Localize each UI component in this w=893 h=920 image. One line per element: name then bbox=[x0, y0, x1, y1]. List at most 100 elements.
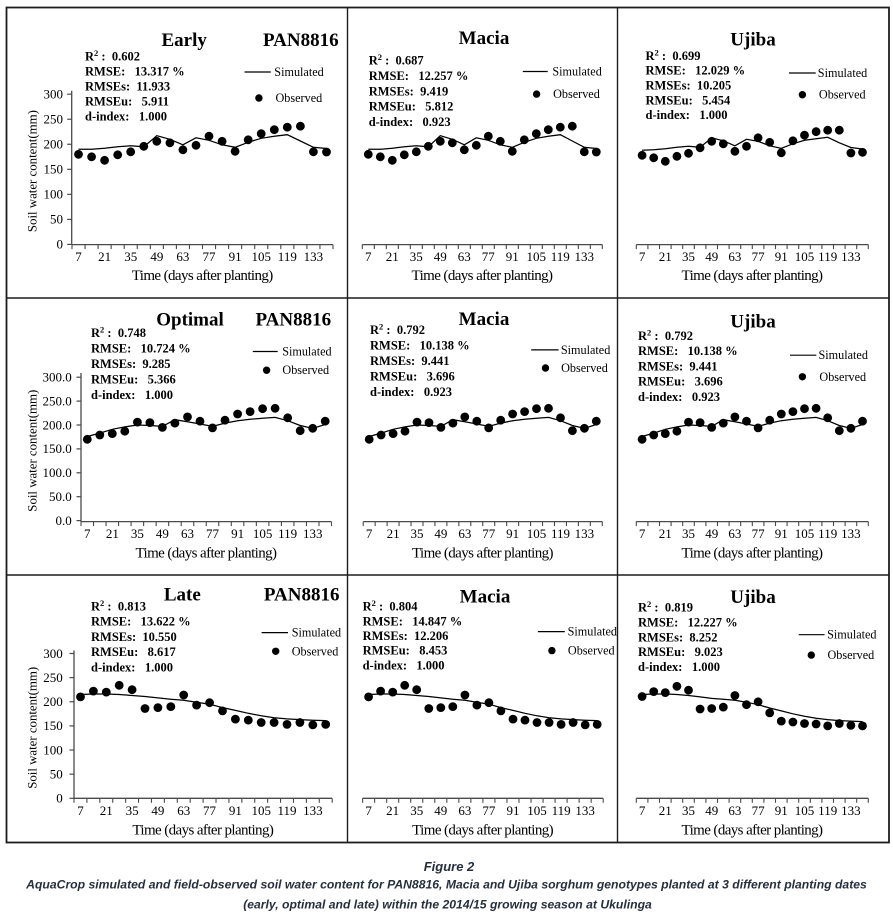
svg-text:119: 119 bbox=[818, 526, 837, 541]
svg-text:105: 105 bbox=[795, 526, 815, 541]
svg-text:35: 35 bbox=[682, 803, 695, 818]
svg-text:133: 133 bbox=[303, 526, 323, 541]
svg-text:Simulated: Simulated bbox=[561, 343, 610, 357]
svg-text:7: 7 bbox=[365, 803, 372, 818]
svg-text:Simulated: Simulated bbox=[292, 626, 341, 640]
svg-text:Simulated: Simulated bbox=[568, 625, 617, 639]
svg-text:250.0: 250.0 bbox=[42, 393, 71, 408]
svg-text:91: 91 bbox=[775, 526, 788, 541]
svg-text:d-index: 1.000: d-index: 1.000 bbox=[646, 108, 728, 122]
svg-text:21: 21 bbox=[659, 249, 672, 264]
svg-text:21: 21 bbox=[386, 803, 399, 818]
svg-text:Time (days after planting): Time (days after planting) bbox=[682, 545, 824, 561]
svg-text:63: 63 bbox=[181, 526, 194, 541]
svg-text:R2 : 0.804: R2 : 0.804 bbox=[363, 598, 419, 614]
svg-text:Soil water content(mm): Soil water content(mm) bbox=[25, 390, 39, 512]
svg-text:21: 21 bbox=[106, 526, 119, 541]
svg-text:7: 7 bbox=[639, 526, 646, 541]
svg-text:0: 0 bbox=[56, 791, 63, 806]
svg-text:105: 105 bbox=[527, 249, 547, 264]
svg-text:RMSEu: 3.696: RMSEu: 3.696 bbox=[370, 370, 455, 384]
svg-text:PAN8816: PAN8816 bbox=[255, 309, 331, 330]
svg-text:250: 250 bbox=[43, 670, 63, 685]
svg-text:100.0: 100.0 bbox=[42, 465, 71, 480]
svg-text:d-index: 0.923: d-index: 0.923 bbox=[370, 385, 452, 399]
svg-text:Observed: Observed bbox=[553, 87, 600, 101]
svg-text:21: 21 bbox=[659, 803, 672, 818]
svg-text:0.0: 0.0 bbox=[55, 513, 71, 528]
svg-text:Optimal: Optimal bbox=[156, 309, 224, 330]
svg-text:RMSEu: 8.453: RMSEu: 8.453 bbox=[363, 644, 448, 658]
svg-text:150: 150 bbox=[43, 718, 63, 733]
svg-text:RMSE: 10.138 %: RMSE: 10.138 % bbox=[370, 339, 470, 353]
svg-text:119: 119 bbox=[818, 803, 837, 818]
svg-text:Macia: Macia bbox=[459, 28, 510, 49]
svg-text:63: 63 bbox=[728, 803, 741, 818]
svg-text:150: 150 bbox=[44, 162, 64, 177]
svg-text:RMSE: 13.622 %: RMSE: 13.622 % bbox=[91, 615, 191, 629]
svg-text:RMSEu: 8.617: RMSEu: 8.617 bbox=[91, 645, 176, 659]
svg-text:91: 91 bbox=[229, 803, 242, 818]
svg-text:RMSEs: 9.441: RMSEs: 9.441 bbox=[638, 359, 718, 373]
svg-text:7: 7 bbox=[639, 249, 646, 264]
svg-text:Soil water content(mm): Soil water content(mm) bbox=[25, 667, 39, 789]
svg-text:RMSEs: 9.441: RMSEs: 9.441 bbox=[370, 354, 450, 368]
svg-text:100: 100 bbox=[44, 187, 64, 202]
svg-text:133: 133 bbox=[841, 526, 861, 541]
svg-text:R2 : 0.792: R2 : 0.792 bbox=[370, 322, 425, 338]
svg-text:RMSE: 10.138 %: RMSE: 10.138 % bbox=[638, 344, 738, 358]
svg-text:77: 77 bbox=[203, 249, 217, 264]
svg-text:133: 133 bbox=[575, 526, 595, 541]
svg-text:Macia: Macia bbox=[459, 309, 510, 330]
svg-text:R2 : 0.792: R2 : 0.792 bbox=[638, 328, 693, 344]
svg-text:50: 50 bbox=[50, 212, 63, 227]
svg-text:Simulated: Simulated bbox=[819, 348, 868, 362]
svg-text:150.0: 150.0 bbox=[42, 441, 71, 456]
svg-text:RMSE: 12.227 %: RMSE: 12.227 % bbox=[638, 615, 738, 629]
svg-text:Ujiba: Ujiba bbox=[730, 311, 776, 332]
svg-text:Simulated: Simulated bbox=[274, 65, 323, 79]
svg-text:RMSEs: 9.419: RMSEs: 9.419 bbox=[369, 84, 449, 98]
svg-text:RMSEs: 9.285: RMSEs: 9.285 bbox=[91, 357, 171, 371]
svg-text:7: 7 bbox=[75, 249, 82, 264]
svg-text:63: 63 bbox=[458, 803, 471, 818]
svg-text:119: 119 bbox=[551, 526, 570, 541]
svg-text:d-index: 0.923: d-index: 0.923 bbox=[369, 115, 451, 129]
svg-text:Early: Early bbox=[162, 30, 208, 51]
svg-text:AquaCrop simulated and field-o: AquaCrop simulated and field-observed so… bbox=[25, 878, 867, 892]
svg-text:49: 49 bbox=[705, 249, 718, 264]
svg-text:50.0: 50.0 bbox=[49, 489, 72, 504]
svg-text:35: 35 bbox=[682, 249, 695, 264]
svg-text:RMSEu: 5.366: RMSEu: 5.366 bbox=[91, 373, 176, 387]
svg-text:Time (days after planting): Time (days after planting) bbox=[412, 545, 554, 561]
svg-text:RMSEu: 5.911: RMSEu: 5.911 bbox=[85, 95, 169, 109]
svg-text:133: 133 bbox=[304, 249, 324, 264]
svg-text:63: 63 bbox=[728, 526, 741, 541]
svg-text:R2 : 0.602: R2 : 0.602 bbox=[85, 48, 140, 64]
svg-text:49: 49 bbox=[150, 249, 163, 264]
svg-text:133: 133 bbox=[303, 803, 323, 818]
svg-text:119: 119 bbox=[818, 249, 837, 264]
svg-text:7: 7 bbox=[84, 526, 91, 541]
svg-text:105: 105 bbox=[527, 803, 547, 818]
svg-text:49: 49 bbox=[434, 249, 447, 264]
svg-text:91: 91 bbox=[506, 526, 519, 541]
svg-text:77: 77 bbox=[206, 526, 220, 541]
svg-text:300.0: 300.0 bbox=[42, 370, 71, 385]
svg-text:d-index: 1.000: d-index: 1.000 bbox=[91, 661, 173, 675]
svg-text:Observed: Observed bbox=[819, 88, 866, 102]
svg-text:7: 7 bbox=[365, 249, 372, 264]
svg-text:RMSEs: 10.550: RMSEs: 10.550 bbox=[91, 630, 177, 644]
svg-text:Time (days after planting): Time (days after planting) bbox=[412, 268, 554, 284]
svg-text:35: 35 bbox=[410, 803, 423, 818]
svg-text:77: 77 bbox=[203, 803, 217, 818]
svg-text:49: 49 bbox=[705, 803, 718, 818]
svg-text:d-index: 0.923: d-index: 0.923 bbox=[638, 390, 720, 404]
svg-text:200.0: 200.0 bbox=[42, 417, 71, 432]
svg-text:0: 0 bbox=[57, 237, 64, 252]
svg-text:(early, optimal and late) with: (early, optimal and late) within the 201… bbox=[243, 898, 652, 912]
svg-text:21: 21 bbox=[387, 526, 400, 541]
svg-text:RMSEu: 5.454: RMSEu: 5.454 bbox=[646, 93, 731, 107]
svg-text:77: 77 bbox=[752, 249, 766, 264]
svg-text:Time (days after planting): Time (days after planting) bbox=[132, 823, 274, 839]
